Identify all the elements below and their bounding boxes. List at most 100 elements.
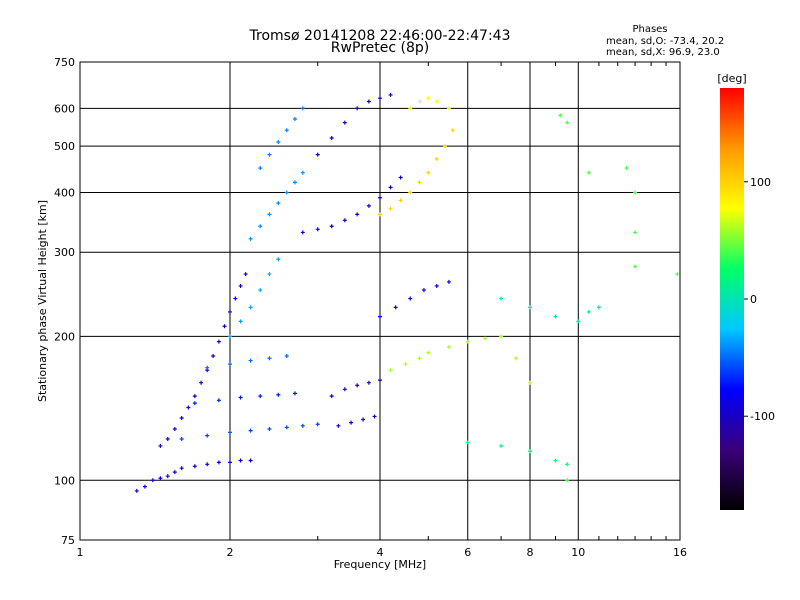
colorbar-ticks: 100 0 -100 (744, 176, 775, 423)
data-point-scatter_right (586, 309, 591, 314)
phase-legend-line1: mean, sd,O: -73.4, 20.2 (606, 36, 724, 47)
data-point-band_120 (248, 428, 253, 433)
x-tick-label: 1 (77, 546, 84, 559)
data-point-e_diag (158, 443, 163, 448)
x-axis-label: Frequency [MHz] (334, 558, 426, 571)
data-point-scatter_right (596, 305, 601, 310)
data-point-f_blue_arc (398, 175, 403, 180)
data-point-band_120 (315, 422, 320, 427)
data-point-e_diag (222, 324, 227, 329)
colorbar (720, 88, 744, 510)
data-point-f_cyan_mid (284, 190, 289, 195)
data-point-low_trace (158, 476, 163, 481)
colorbar-tick-label: -100 (750, 410, 775, 423)
data-point-f2_200_250 (408, 296, 413, 301)
data-point-mid_cluster_mixed (528, 380, 532, 385)
data-point-x_yellow_arc (426, 170, 431, 175)
data-point-x_yellow_arc (398, 198, 403, 203)
data-point-f_blue_upper (342, 120, 347, 125)
y-tick-label: 75 (61, 534, 75, 547)
data-point-e_diag (199, 380, 204, 385)
data-point-scatter_right (499, 296, 504, 301)
data-point-band_145 (192, 401, 197, 406)
data-point-f_blue_upper (366, 99, 371, 104)
data-point-e_diag (186, 405, 191, 410)
data-point-e_diag (216, 339, 221, 344)
x-tick-label: 16 (673, 546, 687, 559)
data-point-f_blue_arc (366, 203, 371, 208)
data-point-low_trace (248, 458, 253, 463)
y-tick-label: 300 (54, 246, 75, 259)
data-point-sparse_high_right (565, 478, 570, 483)
data-point-x_orange_top (446, 106, 451, 111)
y-axis-label: Stationary phase Virtual Height [km] (36, 200, 49, 402)
data-point-x_yellow_arc (388, 206, 393, 211)
data-point-mid_cluster_blue (378, 378, 382, 383)
x-tick-label: 6 (464, 546, 471, 559)
data-point-scatter_right (576, 319, 581, 324)
data-point-x_orange_top (417, 99, 422, 104)
data-point-x_orange_top (408, 106, 413, 111)
data-point-f_blue_upper (355, 106, 360, 111)
data-point-mid_cluster_blue (366, 380, 371, 385)
data-point-f_cyan_high (292, 116, 297, 121)
data-point-low_trace (150, 478, 155, 483)
data-point-f2_200_250 (393, 305, 398, 310)
data-point-mid_cluster_mixed (426, 350, 431, 355)
data-point-mid_cluster_mixed (465, 339, 470, 344)
chart-title: Tromsø 20141208 22:46:00-22:47:43 (249, 28, 511, 44)
data-point-sparse_high_right (565, 120, 570, 125)
data-point-x_yellow_arc (442, 144, 447, 149)
data-point-f_cyan_mid (248, 236, 253, 241)
data-point-band_120 (267, 427, 272, 432)
data-point-low_trace (238, 458, 243, 463)
data-point-mid_cluster_mixed (403, 362, 408, 367)
data-point-sparse_high_right (675, 272, 680, 277)
data-point-x_yellow_arc (434, 157, 439, 162)
data-point-f_blue_arc (300, 230, 305, 235)
data-point-f2_200_250 (421, 288, 426, 293)
data-point-f_cyan_mid (300, 170, 305, 175)
data-point-x_yellow_arc (450, 128, 455, 133)
y-axis: 75 100 200 300 400 500 600 750 (54, 56, 75, 547)
colorbar-label: [deg] (717, 72, 746, 85)
data-point-band_145 (216, 398, 221, 403)
phase-legend-line2: mean, sd,X: 96.9, 23.0 (606, 47, 720, 58)
data-point-low_trace (165, 474, 170, 479)
data-point-f_cyan_high (267, 152, 272, 157)
data-point-f_blue_arc (388, 185, 393, 190)
data-point-sparse_high_right (624, 166, 629, 171)
data-point-sparse_high_right (586, 170, 591, 175)
data-point-mid_cluster_mixed (388, 368, 393, 373)
data-point-f_cyan_mid (292, 180, 297, 185)
data-point-low_trace (134, 488, 139, 493)
data-point-scatter_right (553, 314, 558, 319)
data-point-scatter_low_right (565, 462, 570, 467)
data-point-band_145 (292, 391, 297, 396)
data-point-low_trace (142, 484, 147, 489)
data-point-f_blue_upper (315, 152, 320, 157)
data-point-f_cyan_high (284, 128, 289, 133)
data-point-f_cyan_low (228, 334, 232, 339)
data-point-scatter_right (528, 305, 532, 310)
plot-area (79, 61, 681, 541)
data-point-band_120 (179, 436, 184, 441)
data-point-mid_cluster_mixed (499, 334, 504, 339)
data-point-e_diag (165, 436, 170, 441)
x-tick-label: 8 (527, 546, 534, 559)
data-point-mid_cluster_blue (355, 383, 360, 388)
data-point-e_diag (233, 296, 238, 301)
data-point-sparse_high_right (633, 230, 638, 235)
data-point-band_175 (205, 365, 210, 370)
colorbar-tick-label: 100 (750, 176, 771, 189)
data-point-band_145 (238, 395, 243, 400)
x-tick-label: 10 (571, 546, 585, 559)
data-point-e_diag (211, 353, 216, 358)
grid-lines (80, 62, 680, 540)
data-point-band_175 (248, 358, 253, 363)
y-tick-label: 200 (54, 330, 75, 343)
data-point-band_175 (267, 356, 272, 361)
data-point-e_diag (192, 394, 197, 399)
data-point-f2_200_250 (434, 283, 439, 288)
data-point-mid_cluster_mixed (446, 345, 451, 350)
